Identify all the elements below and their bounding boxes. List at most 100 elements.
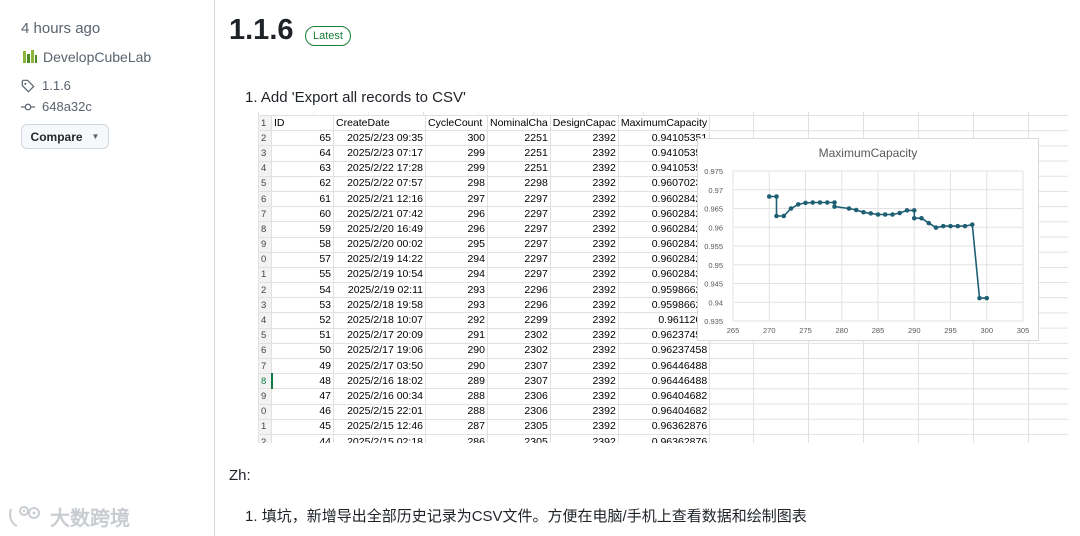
data-point	[781, 213, 787, 219]
chart-svg: MaximumCapacity 0.975 0.97 0.965 0.96 0.955 0.…	[704, 146, 1029, 335]
cell-designcapacity: 2392	[549, 418, 619, 435]
column-header-createdate: CreateDate	[333, 114, 426, 132]
cell-cyclecount: 299	[425, 145, 488, 162]
data-point	[969, 222, 975, 227]
cell-nominalcharge: 2307	[487, 357, 551, 375]
cell-id: 49	[271, 357, 334, 375]
data-point	[875, 212, 881, 217]
cell-designcapacity: 2392	[549, 190, 619, 208]
commit-link[interactable]: 648a32c	[21, 99, 92, 114]
cell-nominalcharge: 2306	[487, 403, 551, 420]
cell-nominalcharge: 2297	[487, 266, 551, 284]
table-row: 8 48 2025/2/16 18:02 289 2307 2392 0.96446488	[258, 373, 711, 390]
cell-designcapacity: 2392	[549, 236, 619, 253]
row-number: 3	[258, 297, 272, 314]
cell-maximumcapacity: 0.96028428	[617, 190, 711, 208]
data-point	[890, 212, 895, 217]
cell-designcapacity: 2392	[549, 403, 619, 420]
cell-maximumcapacity: 0.96237458	[617, 342, 711, 360]
cell-createdate: 2025/2/21 07:42	[333, 206, 426, 223]
row-number: 8	[258, 373, 273, 390]
y-tick-label: 0.965	[704, 205, 723, 214]
compare-button[interactable]: Compare ▼	[21, 124, 109, 149]
cell-maximumcapacity: 0.96404682	[617, 388, 711, 405]
y-tick-label: 0.945	[704, 280, 723, 289]
cell-designcapacity: 2392	[549, 251, 619, 268]
cell-createdate: 2025/2/23 07:17	[333, 145, 426, 162]
data-point	[948, 223, 953, 229]
row-number: 5	[258, 175, 272, 192]
cell-designcapacity: 2392	[549, 373, 619, 390]
data-point	[926, 220, 932, 226]
data-point	[853, 207, 859, 213]
data-point	[774, 213, 779, 219]
cell-id: 50	[271, 342, 334, 360]
cell-designcapacity: 2392	[549, 206, 619, 223]
row-number: 2	[258, 433, 272, 443]
cell-nominalcharge: 2299	[487, 312, 551, 329]
cell-nominalcharge: 2305	[487, 433, 551, 443]
table-row: 2 65 2025/2/23 09:35 300 2251 2392 0.94105351	[258, 130, 711, 147]
cell-createdate: 2025/2/22 17:28	[333, 160, 426, 177]
cell-designcapacity: 2392	[549, 327, 619, 344]
cell-nominalcharge: 2251	[487, 145, 551, 162]
cell-id: 52	[271, 312, 334, 329]
cell-cyclecount: 291	[425, 327, 488, 344]
cell-designcapacity: 2392	[549, 160, 619, 177]
row-number: 2	[258, 130, 272, 147]
table-row: 6 61 2025/2/21 12:16 297 2297 2392 0.96028428	[258, 190, 711, 208]
cell-nominalcharge: 2305	[487, 418, 551, 435]
column-header-cyclecount: CycleCount	[425, 114, 488, 132]
cell-designcapacity: 2392	[549, 342, 619, 360]
data-point	[788, 206, 794, 211]
cell-createdate: 2025/2/22 07:57	[333, 175, 426, 192]
table-row: 5 51 2025/2/17 20:09 291 2302 2392 0.96237458	[258, 327, 711, 344]
row-number: 4	[258, 160, 272, 177]
cell-id: 60	[271, 206, 334, 223]
cell-designcapacity: 2392	[549, 130, 619, 147]
cell-id: 57	[271, 251, 334, 268]
table-row: 9 47 2025/2/16 00:34 288 2306 2392 0.96404682	[258, 388, 711, 405]
cell-id: 45	[271, 418, 334, 435]
release-title[interactable]: 1.1.6	[229, 14, 294, 46]
y-tick-label: 0.94	[708, 298, 723, 307]
y-tick-label: 0.935	[704, 317, 723, 326]
cell-createdate: 2025/2/17 20:09	[333, 327, 426, 344]
cell-designcapacity: 2392	[549, 433, 619, 443]
cell-maximumcapacity: 0.95986622	[617, 282, 711, 299]
cell-nominalcharge: 2297	[487, 251, 551, 268]
row-number: 6	[258, 342, 272, 360]
cell-createdate: 2025/2/20 16:49	[333, 221, 426, 238]
table-header-row: 1 ID CreateDate CycleCount NominalCha De…	[258, 114, 711, 132]
cell-id: 51	[271, 327, 334, 344]
table-row: 2 54 2025/2/19 02:11 293 2296 2392 0.95986622	[258, 282, 711, 299]
y-tick-label: 0.96	[708, 223, 723, 232]
cell-cyclecount: 296	[425, 206, 488, 223]
cell-designcapacity: 2392	[549, 357, 619, 375]
table-row: 8 59 2025/2/20 16:49 296 2297 2392 0.96028428	[258, 221, 711, 238]
table-row: 1 45 2025/2/15 12:46 287 2305 2392 0.96362876	[258, 418, 711, 435]
cell-nominalcharge: 2297	[487, 206, 551, 223]
cell-cyclecount: 292	[425, 312, 488, 329]
cell-cyclecount: 298	[425, 175, 488, 192]
cell-id: 44	[271, 433, 334, 443]
cell-id: 58	[271, 236, 334, 253]
row-number: 5	[258, 327, 272, 344]
cell-createdate: 2025/2/15 22:01	[333, 403, 426, 420]
author-name: DevelopCubeLab	[43, 48, 152, 65]
x-tick-label: 275	[799, 326, 812, 335]
cell-createdate: 2025/2/17 19:06	[333, 342, 426, 360]
data-point	[919, 215, 924, 221]
watermark-text: 大数跨境	[50, 508, 130, 530]
cell-maximumcapacity: 0.96404682	[617, 403, 711, 420]
cell-designcapacity: 2392	[549, 266, 619, 284]
cell-id: 53	[271, 297, 334, 314]
cell-nominalcharge: 2306	[487, 388, 551, 405]
data-point	[955, 223, 961, 229]
cell-id: 64	[271, 145, 334, 162]
tag-link[interactable]: 1.1.6	[21, 78, 71, 93]
cell-nominalcharge: 2298	[487, 175, 551, 192]
cell-designcapacity: 2392	[549, 145, 619, 162]
author-link[interactable]: DevelopCubeLab	[21, 48, 151, 65]
cell-designcapacity: 2392	[549, 312, 619, 329]
